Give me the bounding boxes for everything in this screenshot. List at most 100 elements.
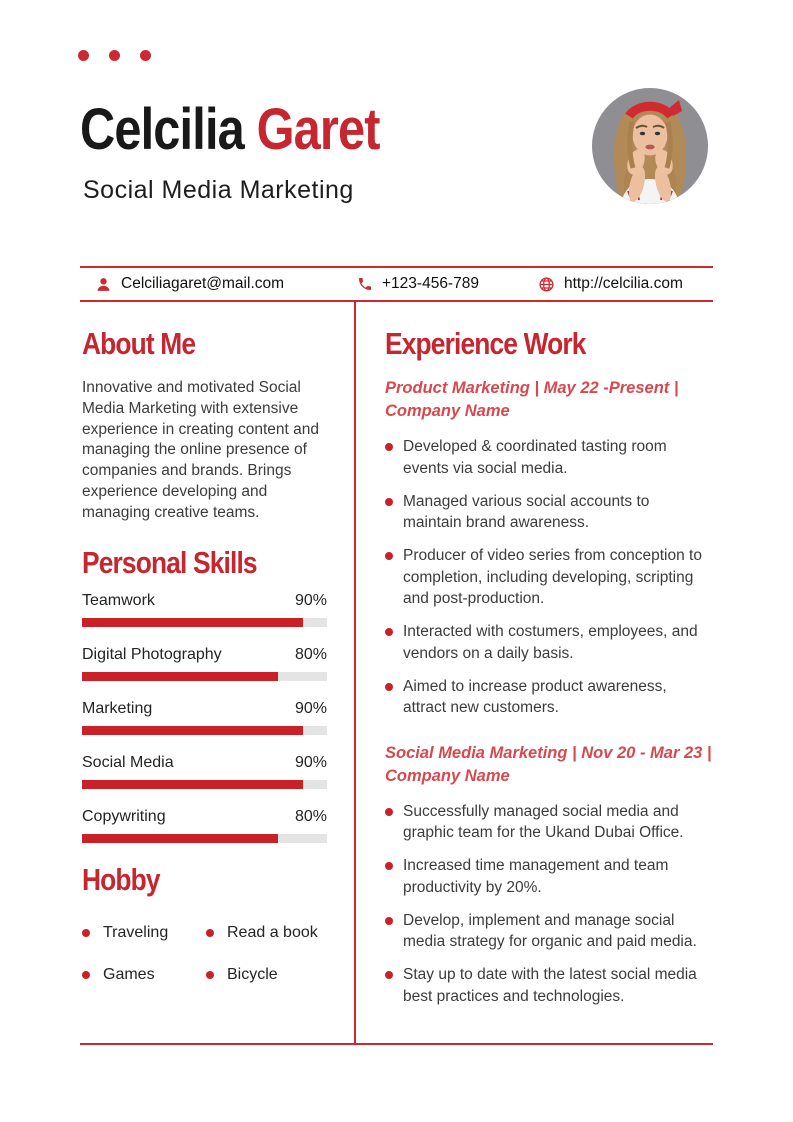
skill-label: Social Media [82,753,174,771]
dot-icon [78,50,89,61]
hobby-label: Games [103,965,155,983]
bullet-icon [82,970,90,979]
dot-icon [109,50,120,61]
job-bullet: Aimed to increase product awareness, att… [385,676,715,719]
bullet-icon [206,928,214,937]
job-bullet: Develop, implement and manage social med… [385,910,715,953]
bullet-icon [385,807,393,816]
contact-email-text: Celciliagaret@mail.com [121,275,285,292]
job-bullet-text: Develop, implement and manage social med… [403,911,697,951]
skill-bar-track [82,779,327,789]
job-bullet-text: Interacted with costumers, employees, an… [403,623,698,662]
skill-bar-fill [82,779,303,789]
person-icon [97,277,110,291]
skill-label: Digital Photography [82,645,222,663]
job-bullet: Developed & coordinated tasting room eve… [385,436,715,479]
contact-email: Celciliagaret@mail.com [95,268,284,300]
contact-bar: Celciliagaret@mail.com +123-456-789 http… [80,266,713,302]
skill-bar-track [82,725,327,735]
hobby-list: Traveling Read a book Games Bicycle [82,924,327,984]
contact-website: http://celcilia.com [538,268,683,300]
job-bullet: Stay up to date with the latest social m… [385,964,715,1007]
skill-label: Teamwork [82,591,155,609]
job-bullet-text: Producer of video series from conception… [403,547,702,607]
skill-percent: 90% [294,699,327,717]
skill-row: Copywriting 80% [82,808,327,843]
skill-bar-track [82,671,327,681]
bullet-icon [385,443,393,451]
skill-bar-fill [82,833,278,843]
skill-row: Marketing 90% [82,700,327,735]
skills-list: Teamwork 90% Digital Photography 80% Mar… [82,592,327,843]
contact-phone-text: +123-456-789 [382,275,479,292]
hobby-item: Games [82,966,206,984]
skills-heading: Personal Skills [82,544,258,580]
hobby-heading: Hobby [82,861,161,897]
bullet-icon [385,497,393,506]
job-bullet-text: Successfully managed social media and gr… [403,802,684,842]
hobby-item: Bicycle [206,966,327,984]
bullet-icon [385,628,393,636]
hobby-label: Bicycle [227,965,278,983]
job-bullet-text: Aimed to increase product awareness, att… [403,677,667,717]
skill-bar-fill [82,725,303,735]
job-bullet-list: Developed & coordinated tasting room eve… [385,436,715,719]
skill-percent: 80% [294,645,327,663]
left-column: About Me Innovative and motivated Social… [82,326,330,984]
experience-heading: Experience Work [385,326,586,361]
job-bullet: Interacted with costumers, employees, an… [385,621,715,664]
about-text: Innovative and motivated Social Media Ma… [82,379,319,521]
hobby-label: Read a book [227,923,318,941]
skill-row: Social Media 90% [82,754,327,789]
vertical-divider [354,302,356,1043]
skill-bar-fill [82,671,278,681]
decorative-dots [78,50,151,61]
skill-percent: 80% [294,807,327,825]
job-bullet-text: Stay up to date with the latest social m… [403,966,697,1005]
hobby-item: Traveling [82,924,206,942]
job-bullet-text: Developed & coordinated tasting room eve… [403,438,667,477]
bullet-icon [385,971,393,979]
job-title: Product Marketing | May 22 -Present | Co… [385,379,679,420]
about-heading: About Me [82,326,196,361]
job-bullet-list: Successfully managed social media and gr… [385,801,715,1008]
job-bullet: Successfully managed social media and gr… [385,801,715,844]
hobby-label: Traveling [103,923,169,941]
bullet-icon [385,552,393,560]
person-role-subtitle: Social Media Marketing [83,176,354,204]
job-bullet: Producer of video series from conception… [385,545,715,610]
skill-row: Digital Photography 80% [82,646,327,681]
job-bullet-text: Managed various social accounts to maint… [403,492,650,532]
skill-bar-track [82,833,327,843]
bullet-icon [82,928,90,937]
bullet-icon [385,682,393,691]
bullet-icon [385,916,393,925]
globe-icon [539,276,554,292]
contact-phone: +123-456-789 [357,268,479,300]
person-last-name: Garet [256,97,381,162]
skill-bar-track [82,617,327,627]
skill-percent: 90% [294,591,327,609]
person-first-name: Celcilia [80,97,257,162]
skill-label: Marketing [82,699,153,717]
dot-icon [140,50,151,61]
skill-percent: 90% [294,753,327,771]
profile-photo [592,88,708,204]
bottom-divider [80,1043,713,1045]
bullet-icon [206,970,214,979]
contact-website-text: http://celcilia.com [564,275,683,292]
phone-icon [359,278,371,290]
job-bullet: Increased time management and team produ… [385,855,715,898]
job-title: Social Media Marketing | Nov 20 - Mar 23… [385,743,712,785]
job-bullet: Managed various social accounts to maint… [385,491,715,534]
bullet-icon [385,862,393,870]
hobby-item: Read a book [206,924,327,942]
right-column: Experience Work Product Marketing | May … [385,326,715,1019]
job-bullet-text: Increased time management and team produ… [403,857,669,896]
profile-photo-illustration [592,88,708,204]
skill-bar-fill [82,617,303,627]
skill-row: Teamwork 90% [82,592,327,627]
skill-label: Copywriting [82,807,166,825]
person-name: Celcilia Garet [80,96,381,163]
